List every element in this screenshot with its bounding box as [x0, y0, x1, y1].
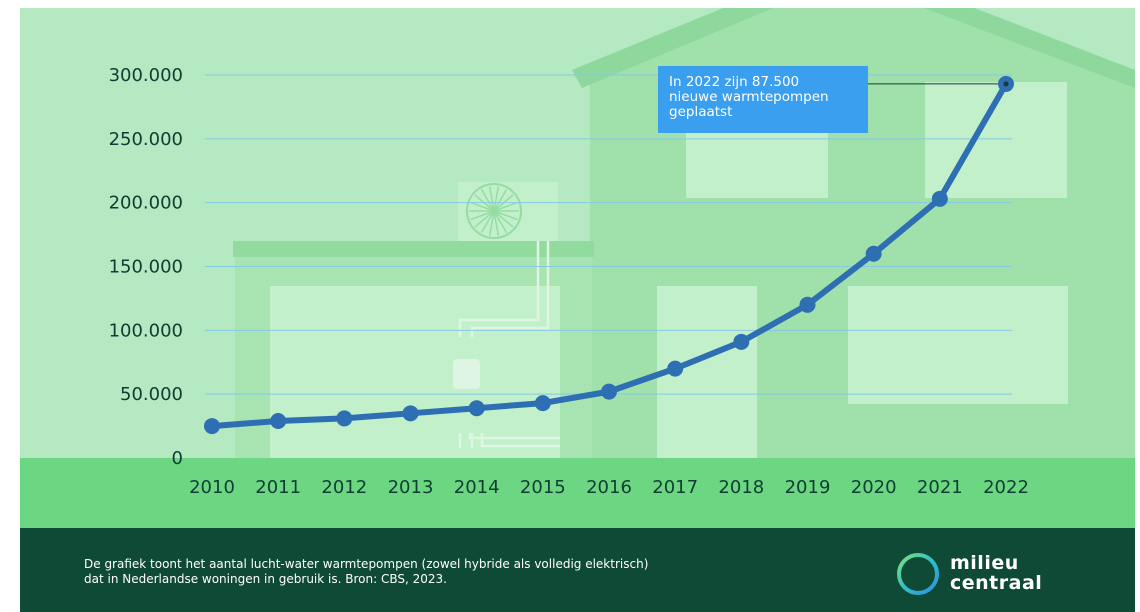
garage-roof: [233, 241, 594, 257]
annotation-line-3: geplaatst: [669, 104, 733, 120]
y-tick-label: 100.000: [109, 320, 183, 341]
fan-blade: [493, 188, 508, 212]
fan-blade: [470, 201, 495, 212]
y-axis: 0 50.000 100.000 150.000 200.000 250.000 300.0…: [109, 65, 183, 469]
footer-caption: De grafiek toont het aantal lucht-water …: [84, 557, 804, 587]
caption-line-1: De grafiek toont het aantal lucht-water …: [84, 557, 649, 571]
fan-blade: [493, 210, 514, 228]
data-point-2015: [534, 395, 551, 412]
data-points: [204, 75, 1014, 435]
data-point-marker-center: [1003, 81, 1009, 87]
data-point-2019: [799, 296, 816, 313]
data-point-2017: [667, 360, 684, 377]
x-tick-label: 2019: [785, 477, 831, 498]
annotation-box: In 2022 zijn 87.500 nieuwe warmtepompen …: [658, 66, 868, 133]
logo-word-2: centraal: [950, 572, 1043, 594]
fan-blade: [493, 201, 518, 212]
x-tick-label: 2010: [189, 477, 235, 498]
y-tick-label: 0: [172, 448, 183, 469]
x-axis: 2010 2011 2012 2013 2014 2015 2016 2017 2018 2019…: [189, 477, 1029, 498]
x-tick-label: 2012: [321, 477, 367, 498]
x-tick-label: 2016: [586, 477, 632, 498]
house-roof-edge: [572, 8, 1135, 88]
fan-blade: [470, 210, 495, 221]
x-tick-label: 2018: [718, 477, 764, 498]
data-point-2021: [931, 190, 948, 207]
data-point-2014: [468, 400, 485, 417]
fan-blade: [480, 210, 495, 234]
x-tick-label: 2011: [255, 477, 301, 498]
data-point-2020: [865, 245, 882, 262]
pipe-4: [480, 433, 560, 448]
logo-ring-icon: [897, 553, 939, 595]
x-tick-label: 2021: [917, 477, 963, 498]
data-point-2018: [733, 333, 750, 350]
x-tick-label: 2020: [851, 477, 897, 498]
fan-blade: [493, 210, 500, 236]
y-tick-label: 300.000: [109, 65, 183, 86]
house-window-bottom-right: [848, 286, 1068, 404]
logo-word-1: milieu: [950, 552, 1019, 574]
fan-blade: [493, 186, 500, 212]
fan-blade: [488, 186, 495, 212]
fan-blade: [493, 210, 508, 234]
y-tick-label: 200.000: [109, 193, 183, 214]
footer: De grafiek toont het aantal lucht-water …: [20, 528, 1135, 612]
data-point-2011: [270, 412, 287, 429]
x-tick-label: 2022: [983, 477, 1029, 498]
pipe-3: [468, 433, 560, 440]
logo-wordmark: milieu centraal: [950, 553, 1042, 593]
y-tick-label: 250.000: [109, 129, 183, 150]
x-tick-label: 2013: [388, 477, 434, 498]
ground-strip: [20, 458, 1135, 528]
x-tick-label: 2014: [454, 477, 500, 498]
gridlines: [205, 74, 1012, 395]
data-point-2013: [402, 405, 419, 422]
indoor-unit-display: [453, 359, 480, 389]
x-tick-label: 2017: [652, 477, 698, 498]
milieu-centraal-logo[interactable]: milieu centraal: [894, 551, 1074, 597]
fan-icon: [466, 183, 522, 239]
caption-line-2: dat in Nederlandse woningen in gebruik i…: [84, 572, 447, 586]
y-tick-label: 50.000: [120, 384, 183, 405]
annotation-line-2: nieuwe warmtepompen: [669, 89, 829, 105]
infographic: 0 50.000 100.000 150.000 200.000 250.000 300.0…: [20, 8, 1135, 612]
fan-blade: [493, 210, 518, 221]
x-tick-label: 2015: [520, 477, 566, 498]
chart: 0 50.000 100.000 150.000 200.000 250.000 300.0…: [20, 8, 1135, 528]
annotation-line-1: In 2022 zijn 87.500: [669, 74, 800, 90]
y-tick-label: 150.000: [109, 257, 183, 278]
fan-blade: [474, 210, 495, 228]
fan-blade: [480, 188, 495, 212]
data-point-2010: [204, 418, 220, 435]
fan-blade: [488, 210, 495, 236]
data-point-2012: [336, 410, 353, 427]
data-point-2016: [601, 383, 617, 400]
